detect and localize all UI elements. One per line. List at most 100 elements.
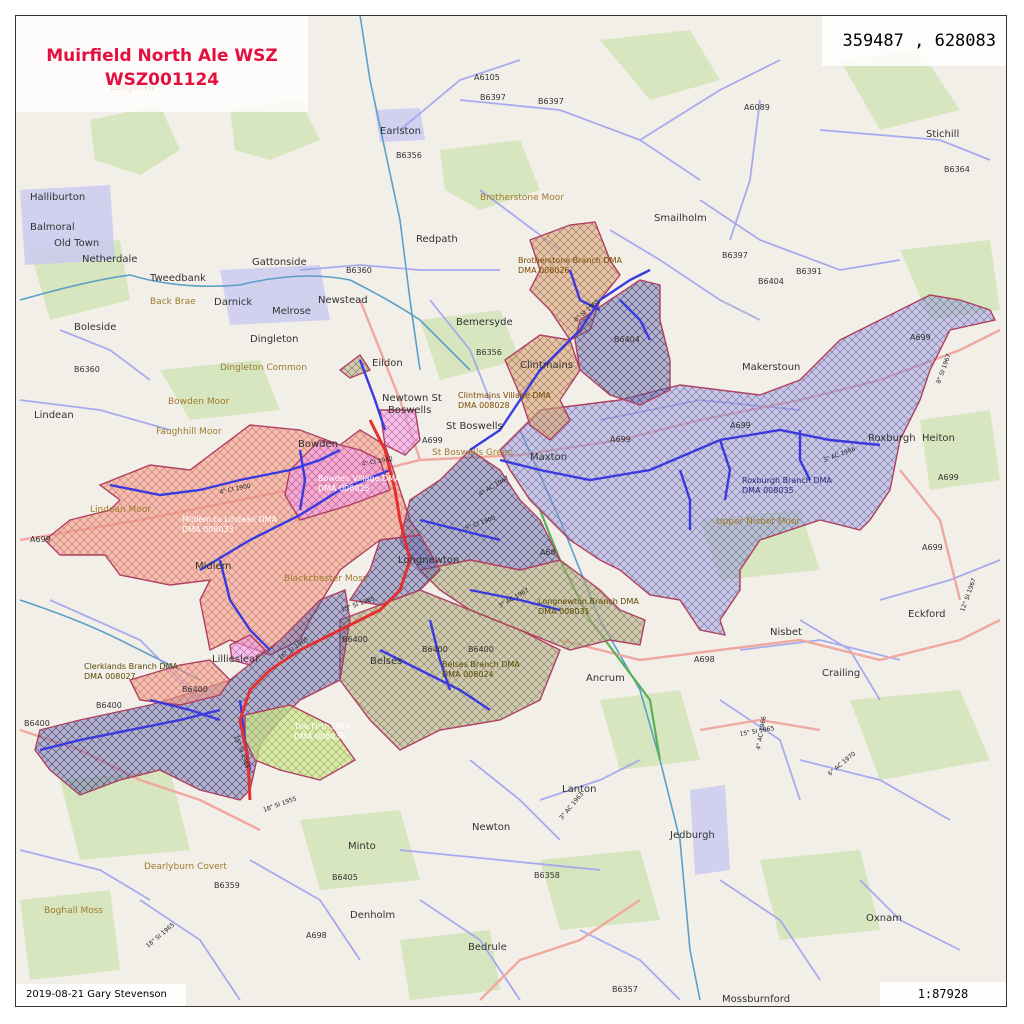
dma-name: Belses Branch DMA: [442, 660, 520, 669]
zone-clintmains[interactable]: [504, 334, 581, 441]
dma-label: The Firth DMA DMA 008036: [293, 722, 351, 741]
road-label: B6397: [480, 93, 506, 102]
place-label: Dearlyburn Covert: [144, 862, 227, 872]
place-label: Faughhill Moor: [156, 427, 222, 437]
road-label: A6105: [474, 73, 500, 82]
dma-label: Clintmains Village DMA DMA 008028: [458, 391, 551, 410]
dma-label: Midlem to Lindean DMA DMA 008033: [182, 515, 278, 534]
town-label: Gattonside: [252, 257, 307, 268]
dma-code: DMA 008026: [518, 266, 570, 275]
town-label: Melrose: [272, 306, 311, 317]
dma-name: Midlem to Lindean DMA: [182, 515, 278, 524]
road-label: B6404: [614, 335, 640, 344]
zone-blue-middle[interactable]: [348, 534, 441, 606]
town-label: Newstead: [318, 295, 368, 306]
town-label: Minto: [348, 841, 376, 852]
dma-label: Brotherstone Branch DMA DMA 008026: [518, 256, 622, 275]
town-label: Makerstoun: [742, 362, 800, 373]
road-label: B6391: [796, 267, 822, 276]
dma-zones-layer: [34, 221, 997, 801]
road-label: A699: [910, 333, 931, 342]
town-label: Newton: [472, 822, 510, 833]
road-label: B6360: [74, 365, 100, 374]
dma-code: DMA 008035: [742, 486, 794, 495]
dma-name: The Firth DMA: [293, 722, 351, 731]
town-label: Heiton: [922, 433, 955, 444]
dma-label: Bowden Village DMA DMA 008025: [318, 474, 401, 493]
town-label: Roxburgh: [868, 433, 916, 444]
place-label: Brotherstone Moor: [480, 193, 564, 203]
zone-clerklands[interactable]: [129, 659, 231, 706]
town-labels: Earlston Stichill Halliburton Balmoral O…: [30, 126, 959, 1005]
town-label: Crailing: [822, 668, 860, 679]
place-label: Back Brae: [150, 297, 196, 307]
road-label: A699: [730, 421, 751, 430]
town-label: Mossburnford: [722, 994, 790, 1005]
zone-bowden[interactable]: [284, 439, 391, 521]
road-label: B6405: [332, 873, 358, 882]
road-label: B6356: [476, 348, 502, 357]
dma-label: Longnewton Branch DMA DMA 008031: [538, 597, 639, 616]
dma-name: Roxburgh Branch DMA: [742, 476, 832, 485]
zone-the-firth[interactable]: [244, 704, 357, 781]
coordinate-value: 359487 , 628083: [842, 31, 996, 51]
town-label: Nisbet: [770, 627, 802, 638]
town-label: Balmoral: [30, 222, 75, 233]
dma-code: DMA 008036: [294, 732, 346, 741]
dma-name: Clerklands Branch DMA: [84, 662, 178, 671]
map-canvas[interactable]: Earlston Stichill Halliburton Balmoral O…: [15, 15, 1007, 1007]
town-label: Halliburton: [30, 192, 85, 203]
dma-code: DMA 008024: [442, 670, 494, 679]
zone-lilliesleaf[interactable]: [229, 634, 266, 666]
town-label: Redpath: [416, 234, 458, 245]
town-label: Earlston: [380, 126, 421, 137]
road-label: B6397: [538, 97, 564, 106]
road-label: A699: [938, 473, 959, 482]
urban-layer: [20, 108, 730, 875]
road-label: B6397: [722, 251, 748, 260]
town-label: Bowden: [298, 439, 338, 450]
place-label: Boghall Moss: [44, 906, 103, 916]
author-credit: 2019-08-21 Gary Stevenson: [16, 984, 186, 1006]
dma-label: Clerklands Branch DMA DMA 008027: [84, 662, 178, 681]
zone-eildon[interactable]: [338, 353, 372, 379]
town-label: Tweedbank: [149, 273, 206, 284]
road-label: B6358: [534, 871, 560, 880]
road-label: B6360: [346, 266, 372, 275]
place-label: St Boswells Green: [432, 448, 513, 458]
zone-newtown[interactable]: [379, 409, 421, 456]
town-label: Stichill: [926, 129, 959, 140]
town-label: Eildon: [372, 358, 403, 369]
trunk-main: [238, 419, 412, 801]
road-label: B6364: [944, 165, 970, 174]
place-label: Upper Nisbet Moor: [716, 517, 800, 527]
town-label: Jedburgh: [669, 830, 715, 841]
town-label: Eckford: [908, 609, 946, 620]
place-label: Blackchester Moss: [284, 574, 368, 584]
town-label: Darnick: [214, 297, 252, 308]
town-label: Denholm: [350, 910, 395, 921]
town-label: Boleside: [74, 322, 116, 333]
town-label: Clintmains: [520, 360, 573, 371]
town-label: Bemersyde: [456, 317, 513, 328]
town-label: Lanton: [562, 784, 596, 795]
town-label: Old Town: [54, 238, 99, 249]
zone-title-panel: Muirfield North Ale WSZ WSZ001124: [16, 16, 308, 112]
dma-code: DMA 008025: [318, 484, 370, 493]
road-label: A699: [610, 435, 631, 444]
road-label: A698: [306, 931, 327, 940]
woodland-layer: [20, 30, 1000, 1000]
road-label: B6400: [182, 685, 208, 694]
road-label: B6400: [342, 635, 368, 644]
road-label: A68: [540, 548, 556, 557]
dma-label: Belses Branch DMA DMA 008024: [442, 660, 520, 679]
place-label: Dingleton Common: [220, 363, 307, 373]
zone-roxburgh[interactable]: [499, 294, 997, 636]
road-label: A699: [422, 436, 443, 445]
town-label: Maxton: [530, 452, 567, 463]
town-label: Belses: [370, 656, 402, 667]
map-scale: 1:87928: [880, 982, 1006, 1006]
zone-blue-north[interactable]: [574, 279, 671, 406]
town-label: Smailholm: [654, 213, 707, 224]
